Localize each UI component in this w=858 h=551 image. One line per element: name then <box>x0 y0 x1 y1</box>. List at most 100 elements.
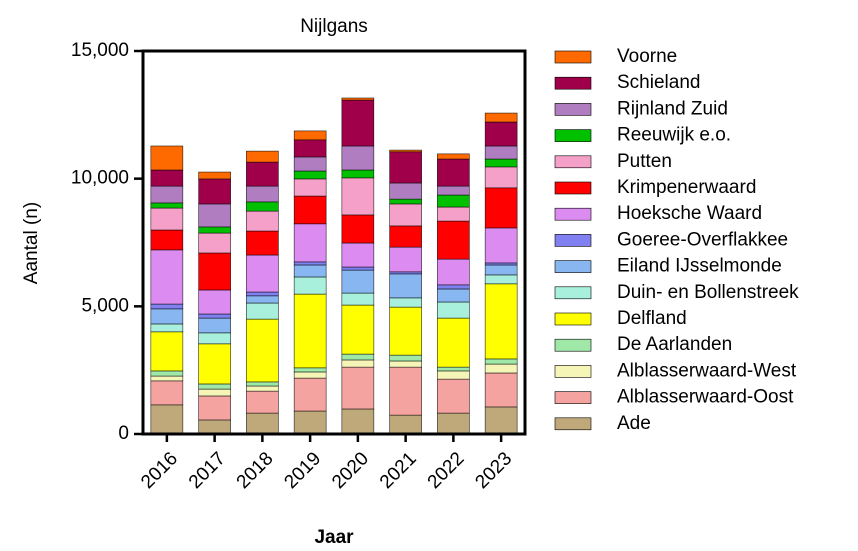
bar-segment <box>484 262 518 266</box>
bar-segment <box>484 372 518 408</box>
bar-segment <box>150 370 184 377</box>
bar-segment <box>246 210 279 232</box>
bar-segment <box>246 291 279 297</box>
bar-segment <box>341 304 375 355</box>
bar-segment <box>484 358 518 365</box>
bar-segment <box>437 288 470 303</box>
legend-label: Goeree-Overflakkee <box>617 229 788 250</box>
bar-segment <box>389 203 422 227</box>
legend-swatch <box>554 181 592 195</box>
bar-segment <box>198 232 231 254</box>
bar-segment <box>293 170 327 180</box>
bar-segment <box>341 177 375 216</box>
bar-segment <box>437 301 470 319</box>
bar-segment <box>341 242 375 268</box>
legend-label: Eiland IJsselmonde <box>617 256 782 277</box>
y-tick-label: 5,000 <box>81 295 129 316</box>
bar-segment <box>293 276 327 295</box>
bar-segment <box>341 269 375 294</box>
bar-segment <box>389 151 422 184</box>
bar-segment <box>341 99 375 147</box>
bar-segment <box>150 169 184 187</box>
bar-segment <box>484 264 518 276</box>
bar-segment <box>437 206 470 222</box>
x-tick-label: 2020 <box>328 448 373 493</box>
bar-segment <box>389 273 422 299</box>
bar-segment <box>198 419 231 435</box>
bar-segment <box>150 375 184 382</box>
legend-label: Schieland <box>617 72 700 93</box>
bar-segment <box>198 203 231 228</box>
bar-segment <box>198 388 231 397</box>
bar-segment <box>293 178 327 197</box>
bar-segment <box>389 360 422 368</box>
x-tick-label: 2023 <box>471 448 516 493</box>
bar-segment <box>198 395 231 421</box>
bar-segment <box>389 297 422 308</box>
bar-segment <box>246 201 279 212</box>
bar-segment <box>150 185 184 204</box>
legend-swatch <box>554 76 592 90</box>
bar-segment <box>150 308 184 325</box>
bar-segment <box>389 354 422 362</box>
legend-label: Alblasserwaard-Oost <box>617 387 794 408</box>
bar-segment <box>246 390 279 414</box>
bar-segment <box>484 121 518 147</box>
bar-segment <box>437 378 470 414</box>
chart-title: Nijlgans <box>300 16 368 37</box>
legend-swatch <box>554 338 592 352</box>
legend-label: Delfland <box>617 308 687 329</box>
bar-segment <box>293 367 327 373</box>
y-tick-label: 0 <box>118 423 129 444</box>
bar-segment <box>293 139 327 158</box>
legend-swatch <box>554 286 592 300</box>
bar-segment <box>293 293 327 369</box>
bar-segment <box>198 178 231 205</box>
bar-segment <box>293 156 327 172</box>
bar-segment <box>484 158 518 168</box>
bar-segment <box>341 353 375 361</box>
bar-segment <box>341 408 375 435</box>
bar-segment <box>341 292 375 306</box>
bar-segment <box>389 271 422 275</box>
bar-segment <box>198 332 231 345</box>
bar-segment <box>484 187 518 229</box>
bar-segment <box>150 303 184 310</box>
y-tick-label: 10,000 <box>71 168 129 189</box>
bar-segment <box>341 266 375 271</box>
bar-segment <box>484 227 518 264</box>
bar-segment <box>437 220 470 260</box>
bar-segment <box>293 261 327 266</box>
legend-label: Hoeksche Waard <box>617 203 762 224</box>
x-tick-label: 2016 <box>137 448 182 493</box>
legend-swatch <box>554 234 592 247</box>
bar-segment <box>437 370 470 380</box>
bar-segment <box>246 302 279 320</box>
bar-segment <box>246 161 279 187</box>
legend-label: Putten <box>617 151 672 172</box>
bar-segment <box>198 226 231 234</box>
bar-segment <box>341 169 375 179</box>
bar-segment <box>246 150 279 163</box>
legend-swatch <box>554 365 592 378</box>
bar-segment <box>293 130 327 141</box>
bar-segment <box>150 323 184 333</box>
x-tick-label: 2022 <box>424 448 469 493</box>
bar-segment <box>341 145 375 171</box>
bar-segment <box>198 252 231 291</box>
bar-segment <box>150 207 184 231</box>
bar-segment <box>484 166 518 189</box>
legend-swatch <box>554 260 592 273</box>
bar-segment <box>198 383 231 390</box>
bar-segment <box>389 306 422 356</box>
legend-label: Krimpenerwaard <box>617 177 756 198</box>
bar-segment <box>150 202 184 209</box>
bar-segment <box>198 343 231 385</box>
legend-swatch <box>554 50 592 64</box>
x-axis-label: Jaar <box>314 527 354 548</box>
bar-segment <box>246 295 279 304</box>
bar-segment <box>246 385 279 392</box>
bar-segment <box>341 366 375 410</box>
bar-segment <box>293 264 327 278</box>
legend-label: Ade <box>617 413 651 434</box>
